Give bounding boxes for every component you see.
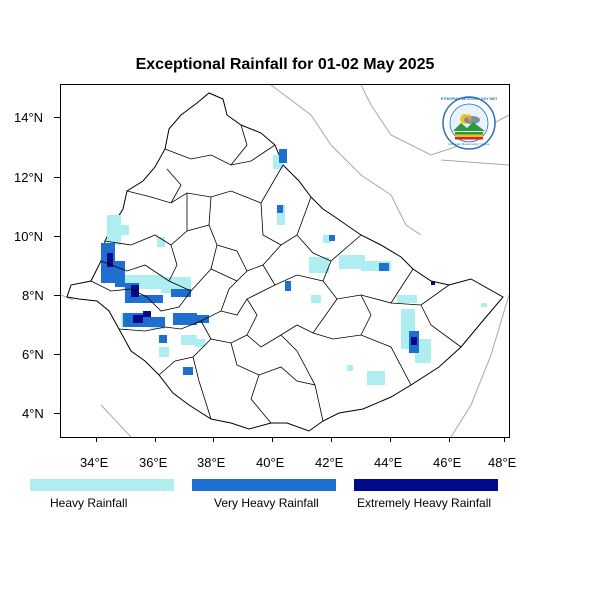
x-axis-label-40e: 40°E xyxy=(256,455,285,470)
x-axis-label-34e: 34°E xyxy=(80,455,109,470)
y-tick xyxy=(54,413,60,414)
ethiopian-meteorology-institute-logo: ETHIOPIAN METEOROLOGY INSTITUTE Ethiopia… xyxy=(441,95,497,151)
legend-swatch-heavy-rainfall xyxy=(30,479,174,491)
y-axis-label-10n: 10°N xyxy=(14,229,44,244)
y-axis-label-12n: 12°N xyxy=(14,170,44,185)
y-tick xyxy=(54,295,60,296)
legend-label-very-heavy-rainfall: Very Heavy Rainfall xyxy=(214,496,319,510)
x-tick xyxy=(272,436,273,442)
legend-swatch-very-heavy-rainfall xyxy=(192,479,336,491)
y-tick xyxy=(54,354,60,355)
legend-label-extremely-heavy-rainfall: Extremely Heavy Rainfall xyxy=(357,496,492,510)
x-tick xyxy=(331,436,332,442)
y-axis-label-4n: 4°N xyxy=(22,406,44,421)
x-axis-label-42e: 42°E xyxy=(315,455,344,470)
y-axis-label-6n: 6°N xyxy=(22,347,44,362)
legend-swatch-extremely-heavy-rainfall xyxy=(354,479,498,491)
x-tick xyxy=(449,436,450,442)
x-tick xyxy=(390,436,391,442)
logo-sub-text: Ethiopian Meteorology Institute xyxy=(448,142,490,146)
ethiopia-outline xyxy=(66,92,504,432)
y-tick xyxy=(54,117,60,118)
legend-label-heavy-rainfall: Heavy Rainfall xyxy=(50,496,128,510)
x-tick xyxy=(96,436,97,442)
x-tick xyxy=(504,436,505,442)
x-axis-label-44e: 44°E xyxy=(374,455,403,470)
y-axis-label-8n: 8°N xyxy=(22,288,44,303)
admin-boundaries xyxy=(90,124,462,424)
x-axis-label-46e: 46°E xyxy=(433,455,462,470)
y-tick xyxy=(54,177,60,178)
ethiopia-rainfall-map xyxy=(61,85,509,437)
x-tick xyxy=(155,436,156,442)
x-tick xyxy=(213,436,214,442)
map-frame: ETHIOPIAN METEOROLOGY INSTITUTE Ethiopia… xyxy=(60,84,510,438)
y-axis-label-14n: 14°N xyxy=(14,110,44,125)
x-axis-label-38e: 38°E xyxy=(197,455,226,470)
x-axis-label-48e: 48°E xyxy=(488,455,517,470)
logo-arc-text: ETHIOPIAN METEOROLOGY INSTITUTE xyxy=(441,97,497,101)
x-axis-label-36e: 36°E xyxy=(139,455,168,470)
y-tick xyxy=(54,236,60,237)
map-title: Exceptional Rainfall for 01-02 May 2025 xyxy=(135,56,435,73)
